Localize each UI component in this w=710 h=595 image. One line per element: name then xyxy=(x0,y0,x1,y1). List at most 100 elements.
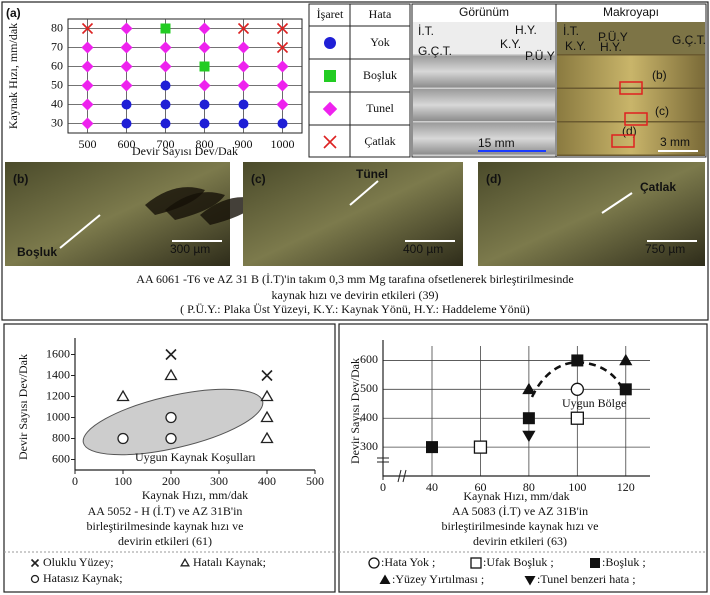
photo-label: (b) xyxy=(652,68,667,82)
marker xyxy=(160,118,171,129)
marker xyxy=(81,98,94,111)
y-tick-label: 30 xyxy=(51,115,63,129)
y-axis-label: Devir Sayısı Dev/Dak xyxy=(348,358,362,464)
axes xyxy=(74,338,315,471)
photo-label: K.Y. xyxy=(500,37,521,51)
arrow xyxy=(349,180,379,206)
x-tick-label: 0 xyxy=(380,480,386,494)
y-tick-label: 60 xyxy=(51,58,63,72)
y-tick-label: 50 xyxy=(51,77,63,91)
marker xyxy=(81,22,94,35)
legend-marker xyxy=(368,557,380,569)
legend-marker xyxy=(470,557,482,569)
photo-label: İ.T. xyxy=(418,24,434,38)
legend-marker xyxy=(324,37,336,49)
defect-label: Çatlak xyxy=(640,180,676,194)
caption: birleştirilmesinde kaynak hızı ve xyxy=(442,519,599,533)
marker xyxy=(276,22,289,35)
marker xyxy=(81,41,94,54)
legend-entry: :Ufak Boşluk ; xyxy=(483,555,554,569)
defect-label: Tünel xyxy=(356,167,388,181)
x-tick-label: 120 xyxy=(617,480,635,494)
caption: AA 5083 (İ.T) ve AZ 31B'in xyxy=(452,504,588,518)
marker xyxy=(159,60,172,73)
photo-label: İ.T. xyxy=(563,24,579,38)
marker xyxy=(160,99,171,110)
photo-label: (c) xyxy=(655,104,669,118)
region xyxy=(530,360,626,398)
caption: kaynak hızı ve devirin etkileri (39) xyxy=(272,288,439,302)
caption: AA 6061 -T6 ve AZ 31 B (İ.T)'in takım 0,… xyxy=(136,272,573,286)
scale-label: 300 µm xyxy=(170,242,210,256)
x-tick-label: 500 xyxy=(306,474,324,488)
marker xyxy=(619,383,632,396)
x-tick-label: 400 xyxy=(258,474,276,488)
highlight xyxy=(619,81,643,95)
marker xyxy=(165,411,177,424)
legend-marker xyxy=(30,574,40,584)
scale-label: 400 µm xyxy=(403,242,443,256)
marker xyxy=(570,411,584,425)
x-tick-label: 800 xyxy=(196,137,214,151)
legend-entry: Hatasız Kaynak; xyxy=(43,571,123,585)
marker xyxy=(276,79,289,92)
photo xyxy=(243,162,463,266)
crack xyxy=(165,192,225,220)
caption-note: ( P.Ü.Y.: Plaka Üst Yüzeyi, K.Y.: Kaynak… xyxy=(180,302,530,316)
x-axis-label: Kaynak Hızı, mm/dak xyxy=(142,488,248,502)
x-tick-label: 40 xyxy=(426,480,438,494)
legend-entry: Oluklu Yüzey; xyxy=(43,555,114,569)
x-axis-label: Kaynak Hızı, mm/dak xyxy=(463,489,569,503)
x-tick-label: 100 xyxy=(114,474,132,488)
marker xyxy=(199,61,210,72)
arrow xyxy=(59,214,101,249)
marker xyxy=(238,99,249,110)
panel-label: (c) xyxy=(251,172,266,186)
annotation: Uygun Kaynak Koşulları xyxy=(135,450,256,464)
marker xyxy=(199,99,210,110)
photo-label: K.Y. xyxy=(565,39,586,53)
x-tick-label: 60 xyxy=(474,480,486,494)
legend-entry: Yok xyxy=(370,35,389,49)
photo xyxy=(413,89,555,121)
marker xyxy=(237,60,250,73)
x-tick-label: 300 xyxy=(210,474,228,488)
caption: devirin etkileri (61) xyxy=(118,534,212,548)
marker xyxy=(522,412,535,425)
y-tick-label: 1600 xyxy=(46,346,70,360)
photo xyxy=(413,55,555,88)
x-tick-label: 200 xyxy=(162,474,180,488)
marker xyxy=(198,22,211,35)
marker xyxy=(117,432,129,445)
legend-marker xyxy=(180,557,190,567)
panel-label: (b) xyxy=(13,172,28,186)
x-tick-label: 1000 xyxy=(271,137,295,151)
marker xyxy=(237,22,250,35)
photo xyxy=(557,122,705,155)
marker xyxy=(260,410,274,423)
axis-break xyxy=(377,457,389,463)
marker xyxy=(120,79,133,92)
photo-label: P.Ü.Y xyxy=(525,49,555,63)
marker xyxy=(198,41,211,54)
annotation: Uygun Bölge xyxy=(562,396,626,410)
photo-label: H.Y. xyxy=(600,40,622,54)
legend-entry: :Hata Yok ; xyxy=(381,555,435,569)
marker xyxy=(160,23,171,34)
y-tick-label: 80 xyxy=(51,20,63,34)
marker xyxy=(165,348,177,361)
legend-entry: Boşluk xyxy=(363,68,397,82)
photo-label: G.Ç.T. xyxy=(418,44,452,58)
x-tick-label: 500 xyxy=(79,137,97,151)
marker xyxy=(120,22,133,35)
marker xyxy=(81,60,94,73)
marker xyxy=(81,117,94,130)
marker xyxy=(165,432,177,445)
axes xyxy=(382,340,650,477)
marker xyxy=(619,353,633,366)
crack xyxy=(145,187,205,215)
marker xyxy=(81,79,94,92)
legend-entry: :Boşluk ; xyxy=(602,555,646,569)
y-tick-label: 1000 xyxy=(46,409,70,423)
marker xyxy=(522,430,536,443)
